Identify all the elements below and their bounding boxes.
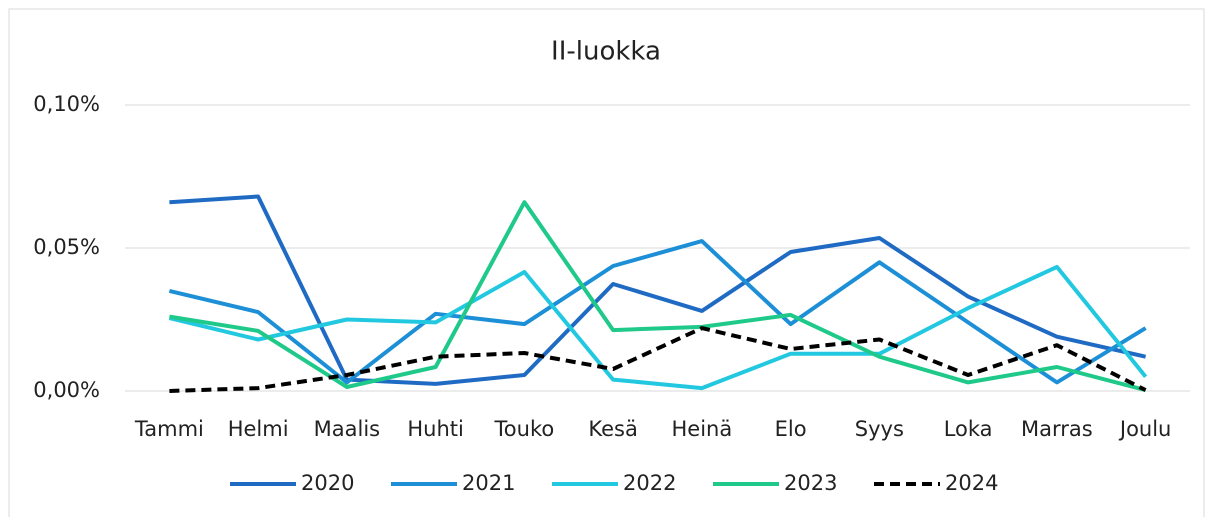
series-line	[168, 264, 1148, 391]
x-tick-label: Huhti	[407, 417, 463, 441]
x-tick-label: Marras	[1021, 417, 1093, 441]
legend-label: 2022	[623, 471, 676, 495]
x-tick-label: Loka	[944, 417, 993, 441]
series-line	[168, 239, 1147, 385]
chart-frame	[8, 8, 1205, 517]
legend-label: 2024	[945, 471, 998, 495]
x-tick-label: Maalis	[314, 417, 380, 441]
x-tick-label: Kesä	[588, 417, 637, 441]
x-tick-label: Touko	[494, 417, 555, 441]
x-tick-label: Tammi	[134, 417, 204, 441]
x-tick-label: Syys	[855, 417, 904, 441]
chart-title: II-luokka	[551, 37, 661, 67]
x-tick-label: Elo	[775, 417, 807, 441]
y-tick-label: 0,05%	[33, 235, 100, 259]
x-tick-label: Heinä	[672, 417, 733, 441]
legend-label: 2020	[301, 471, 354, 495]
legend-label: 2023	[784, 471, 837, 495]
x-tick-label: Helmi	[228, 417, 289, 441]
legend-label: 2021	[462, 471, 515, 495]
y-tick-label: 0,10%	[33, 92, 100, 116]
y-tick-label: 0,00%	[33, 378, 100, 402]
x-tick-label: Joulu	[1118, 417, 1172, 441]
series-line	[169, 326, 1147, 393]
